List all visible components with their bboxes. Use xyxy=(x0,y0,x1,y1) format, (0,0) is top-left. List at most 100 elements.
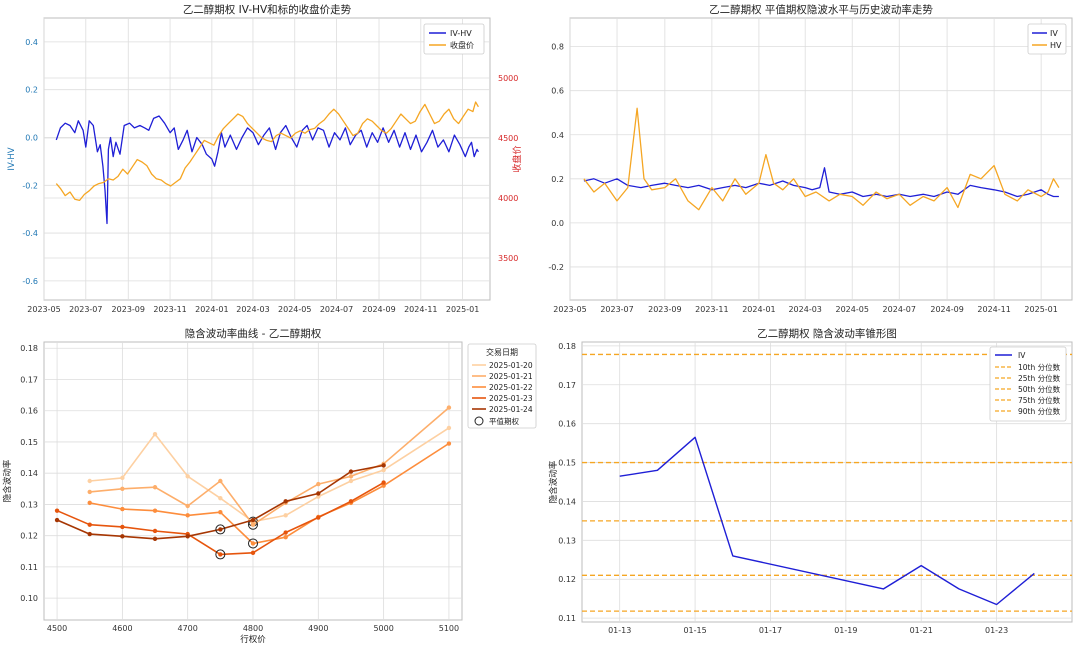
c2-x-tick-label: 2024-11 xyxy=(977,305,1010,314)
c2-x-tick-label: 2025-01 xyxy=(1024,305,1057,314)
c3-y-tick-label: 0.18 xyxy=(20,344,38,353)
c3-data-point xyxy=(381,480,386,485)
c1-y2-tick-label: 3500 xyxy=(498,254,518,263)
c1-y-axis-label: IV-HV xyxy=(7,147,17,170)
c3-data-point xyxy=(283,535,288,540)
c3-data-point xyxy=(381,483,386,488)
c1-x-tick-label: 2023-05 xyxy=(27,305,60,314)
c3-atm-marker xyxy=(215,524,226,535)
c4-legend-label: 75th 分位数 xyxy=(1018,395,1061,405)
c3-legend-label: 2025-01-20 xyxy=(489,361,533,370)
c1-y2-axis-label: 收盘价 xyxy=(511,145,523,172)
c3-data-point xyxy=(152,508,158,513)
c1-y-tick-label: -0.4 xyxy=(22,229,38,238)
c1-x-tick-label: 2025-01 xyxy=(446,305,479,314)
c3-data-point xyxy=(250,522,256,527)
c3-y-tick-label: 0.14 xyxy=(20,469,38,478)
c2-title: 乙二醇期权 平值期权隐波水平与历史波动率走势 xyxy=(709,3,933,16)
c2-x-tick-label: 2024-01 xyxy=(742,305,775,314)
c1-legend-label: 收盘价 xyxy=(450,40,474,50)
c2-x-tick-label: 2024-03 xyxy=(788,305,821,314)
c4-y-tick-label: 0.16 xyxy=(558,420,576,429)
c3-x-tick-label: 4700 xyxy=(178,624,198,633)
c1-y2-tick-label: 4500 xyxy=(498,134,518,143)
c4-y-tick-label: 0.18 xyxy=(558,342,576,351)
iv-cone-chart: 乙二醇期权 隐含波动率锥形图 01-13 01-15 01-17 01-19 01-21 0… xyxy=(548,327,1073,635)
c2-x-tick-label: 2023-11 xyxy=(695,305,728,314)
c1-series-line-0 xyxy=(55,115,479,225)
c3-y-tick-label: 0.16 xyxy=(20,407,38,416)
c3-data-point xyxy=(316,491,321,496)
c4-x-tick-label: 01-15 xyxy=(683,626,706,635)
c3-y-tick-label: 0.11 xyxy=(20,563,38,572)
c3-y-tick-label: 0.15 xyxy=(20,438,38,447)
c3-data-point xyxy=(283,513,288,518)
c3-data-point xyxy=(120,524,125,530)
c3-data-point xyxy=(381,463,386,468)
c4-legend-box xyxy=(989,346,1067,422)
c3-data-point xyxy=(185,534,190,539)
c3-x-tick-label: 4900 xyxy=(308,624,328,633)
c3-data-point xyxy=(348,478,354,484)
c3-legend-label: 2025-01-22 xyxy=(489,383,533,392)
c2-legend-label: IV xyxy=(1050,29,1058,38)
c2-x-tick-label: 2024-07 xyxy=(883,305,916,314)
c1-series-line-1 xyxy=(55,101,479,202)
c3-data-point xyxy=(316,481,321,487)
c2-x-tick-label: 2024-05 xyxy=(836,305,869,314)
c3-y-axis-label: 隐含波动率 xyxy=(2,459,13,502)
c2-y-tick-label: 0.4 xyxy=(551,131,564,140)
c3-data-point xyxy=(283,499,288,504)
c3-data-point xyxy=(120,506,125,512)
c3-data-point xyxy=(250,517,256,523)
c2-x-tick-label: 2023-09 xyxy=(648,305,681,314)
c3-data-point xyxy=(152,528,158,534)
c3-legend-label: 2025-01-21 xyxy=(489,372,533,381)
c3-data-point xyxy=(185,474,190,479)
c3-data-point xyxy=(446,441,452,446)
c3-data-point xyxy=(218,552,223,557)
c1-legend-label: IV-HV xyxy=(450,29,472,38)
c2-y-tick-label: 0.8 xyxy=(551,43,564,52)
c4-series-line-0 xyxy=(619,436,1035,606)
c3-data-point xyxy=(250,541,256,546)
c3-data-point xyxy=(87,489,92,495)
c4-y-tick-label: 0.15 xyxy=(558,459,576,468)
c3-data-point xyxy=(316,515,321,520)
c3-data-point xyxy=(381,467,386,473)
c3-legend-atm-swatch xyxy=(474,416,484,426)
c3-x-tick-label: 4600 xyxy=(112,624,132,633)
c1-y-tick-label: 0.4 xyxy=(25,38,38,47)
c4-x-tick-label: 01-19 xyxy=(834,626,857,635)
c1-x-tick-label: 2024-01 xyxy=(195,305,228,314)
c3-title: 隐含波动率曲线 - 乙二醇期权 xyxy=(185,327,322,340)
c3-legend-label: 2025-01-24 xyxy=(489,405,533,414)
c4-y-tick-label: 0.13 xyxy=(558,536,576,545)
c3-y-tick-label: 0.12 xyxy=(20,532,38,541)
c3-data-point xyxy=(185,503,190,509)
c4-x-tick-label: 01-13 xyxy=(608,626,631,635)
c3-data-point xyxy=(316,494,321,499)
c3-y-tick-label: 0.13 xyxy=(20,500,38,509)
c4-legend-label: 10th 分位数 xyxy=(1018,362,1061,372)
c3-legend-label: 2025-01-23 xyxy=(489,394,533,403)
c3-data-point xyxy=(120,475,125,481)
c1-x-tick-label: 2024-05 xyxy=(278,305,311,314)
c3-legend-title: 交易日期 xyxy=(486,347,518,357)
c3-x-tick-label: 4500 xyxy=(47,624,67,633)
c3-data-point xyxy=(120,534,125,539)
c1-x-tick-label: 2024-11 xyxy=(404,305,437,314)
c1-y2-tick-label: 5000 xyxy=(498,74,518,83)
c3-atm-marker xyxy=(215,549,226,560)
c3-data-point xyxy=(348,499,354,504)
c3-data-point xyxy=(87,531,92,537)
c3-data-point xyxy=(218,510,223,515)
c3-data-point xyxy=(54,508,60,513)
c3-data-point xyxy=(87,522,92,527)
c3-data-point xyxy=(120,486,125,492)
c3-x-tick-label: 4800 xyxy=(243,624,263,633)
c3-data-point xyxy=(283,530,288,535)
c4-x-tick-label: 01-21 xyxy=(910,626,933,635)
